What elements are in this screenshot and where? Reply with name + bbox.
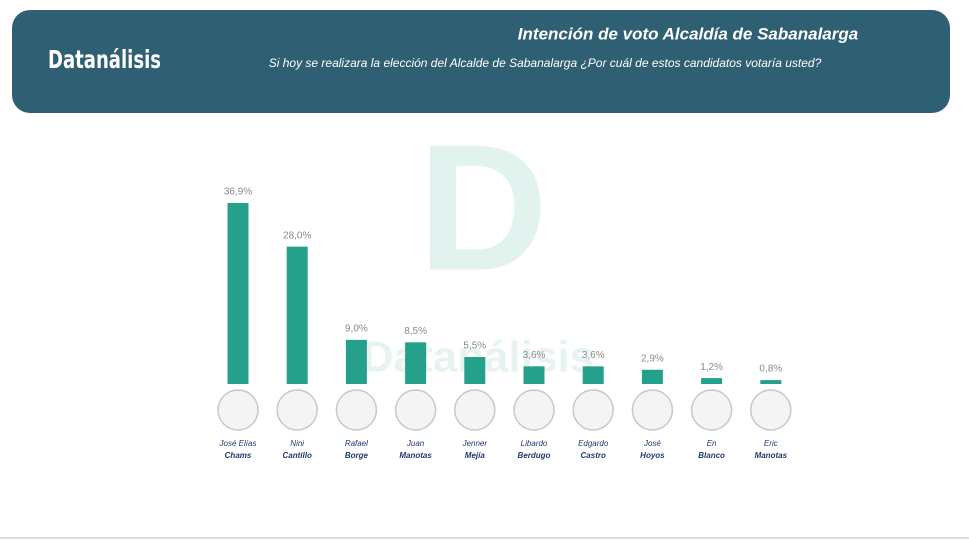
candidate-first-name: Edgardo (578, 439, 609, 448)
candidate-last-name: Borge (345, 451, 369, 460)
value-label: 3,6% (582, 350, 605, 361)
candidate-photo (217, 389, 259, 431)
header-band (12, 10, 950, 113)
candidate-last-name: Hoyos (640, 451, 665, 460)
bar (345, 339, 367, 384)
value-label: 2,9% (641, 353, 664, 364)
bar (286, 246, 308, 384)
candidate-first-name: Eric (764, 439, 778, 448)
watermark-letter: D (418, 108, 548, 309)
candidate-first-name: Juan (406, 439, 425, 448)
candidate-first-name: Libardo (521, 439, 548, 448)
bar (641, 369, 663, 384)
candidate-last-name: Castro (581, 451, 606, 460)
bar (760, 380, 782, 384)
value-label: 8,5% (404, 326, 427, 337)
candidate-first-name: Jenner (462, 439, 488, 448)
candidate-first-name: Nini (290, 439, 304, 448)
value-label: 3,6% (523, 350, 546, 361)
bar (523, 366, 545, 384)
candidate-last-name: Berdugo (518, 451, 551, 460)
candidate-first-name: En (707, 439, 717, 448)
bar (227, 203, 249, 384)
value-label: 28,0% (283, 230, 311, 241)
candidate-first-name: José (643, 439, 661, 448)
candidate-last-name: Mejía (465, 451, 486, 460)
candidate-last-name: Blanco (698, 451, 725, 460)
candidate-photo (690, 389, 733, 431)
candidate-first-name: Rafael (345, 439, 368, 448)
chart-title: Intención de voto Alcaldía de Sabanalarg… (518, 24, 858, 43)
value-label: 36,9% (224, 187, 252, 198)
value-label: 9,0% (345, 323, 368, 334)
bar (701, 378, 723, 384)
candidate-photo (572, 389, 614, 431)
candidate-last-name: Chams (225, 451, 252, 460)
candidate-last-name: Cantillo (283, 451, 312, 460)
value-label: 5,5% (463, 341, 486, 352)
bar (464, 357, 486, 384)
candidate-photo (750, 389, 792, 431)
candidate-photo (276, 389, 318, 431)
value-label: 0,8% (759, 364, 782, 375)
candidate-first-name: José Elías (219, 439, 257, 448)
candidate-photo (454, 389, 496, 431)
candidate-photo (513, 389, 555, 431)
chart-subtitle: Si hoy se realizara la elección del Alca… (269, 56, 822, 70)
bar (405, 342, 427, 384)
value-label: 1,2% (700, 362, 723, 373)
candidate-photo (335, 389, 378, 431)
candidate-last-name: Manotas (399, 451, 432, 460)
brand: Datanálisis (48, 45, 161, 74)
candidate-photo (631, 389, 674, 431)
bar (582, 366, 604, 384)
candidate-last-name: Manotas (755, 451, 788, 460)
candidate-photo (394, 389, 437, 431)
